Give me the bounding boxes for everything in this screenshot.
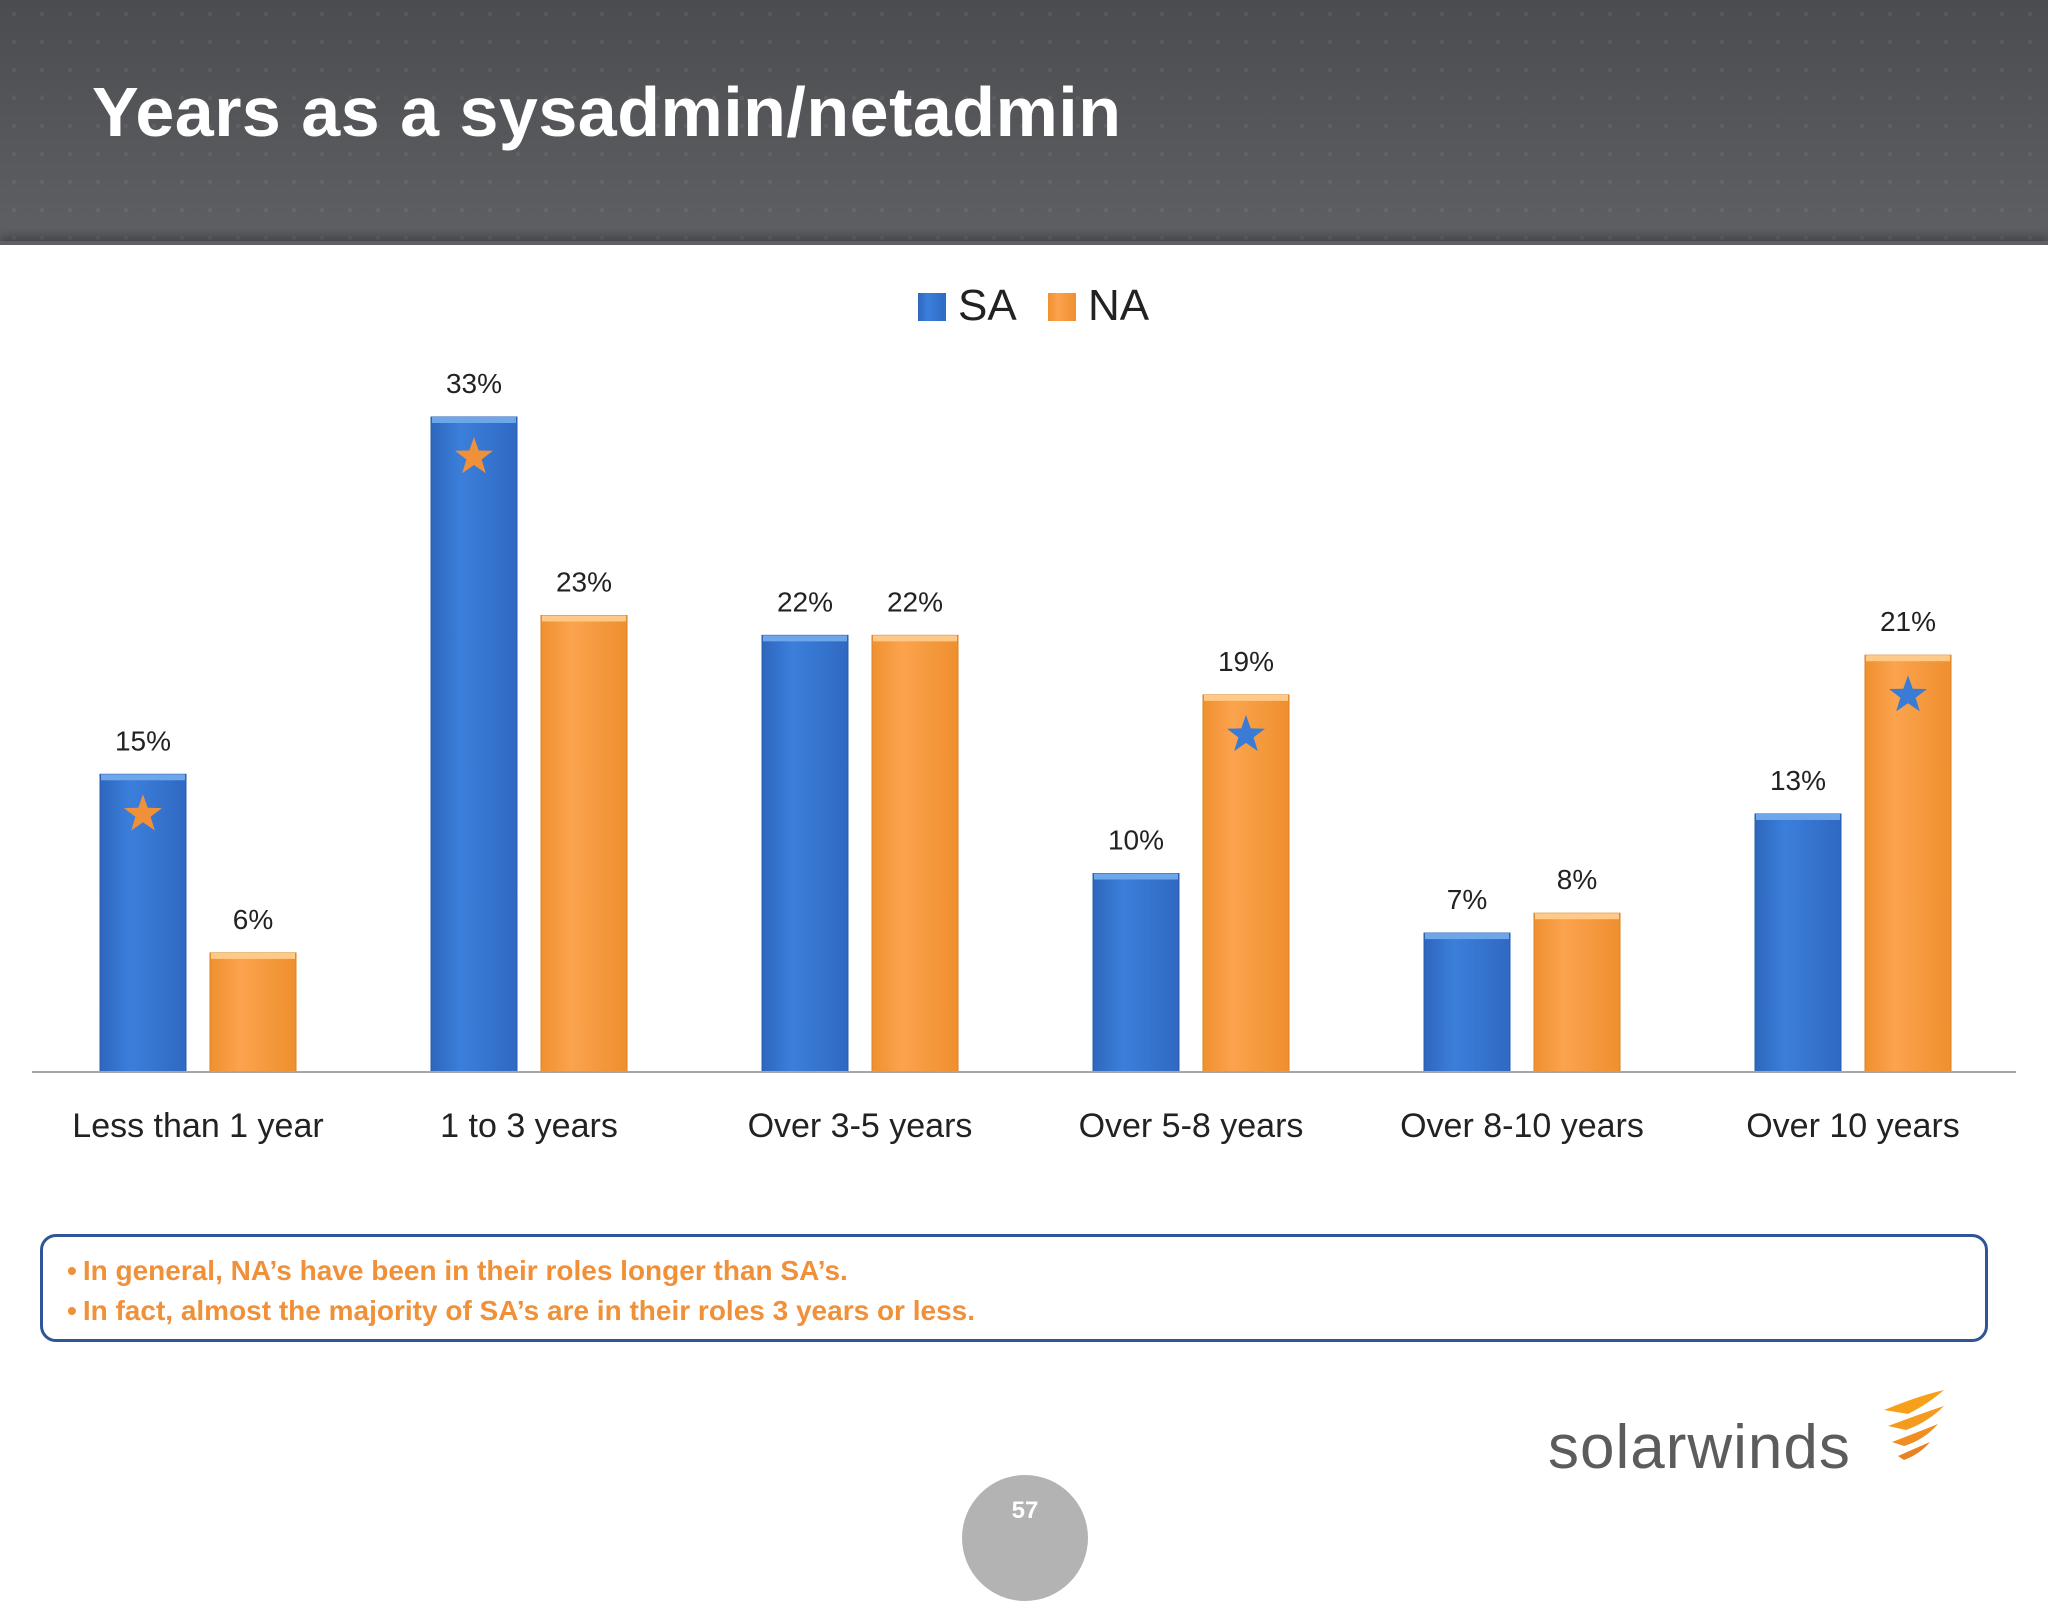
data-label-sa-less-than-1-year: 15% bbox=[115, 725, 171, 756]
category-label-over-3-5-years: Over 3-5 years bbox=[748, 1107, 973, 1145]
chart-legend: SA NA bbox=[918, 281, 1150, 330]
data-label-sa-over-5-8-years: 10% bbox=[1108, 825, 1164, 856]
note-text-2: In fact, almost the majority of SA’s are… bbox=[82, 1295, 975, 1326]
legend-swatch-na bbox=[1048, 293, 1076, 321]
solarwinds-flame-icon bbox=[1884, 1390, 1944, 1460]
bar-highlight-na-over-3-5-years bbox=[873, 635, 957, 642]
bar-highlight-sa-over-3-5-years bbox=[763, 635, 847, 642]
bar-highlight-na-less-than-1-year bbox=[211, 952, 295, 959]
data-label-sa-over-3-5-years: 22% bbox=[777, 586, 833, 617]
star-marker-na-over-5-8-years bbox=[1227, 714, 1265, 752]
category-label-less-than-1-year: Less than 1 year bbox=[72, 1107, 323, 1145]
bar-chart: SA NA 15% 6% 33% 23% 22% 22% 10% 19% 7% 8% 13% 21% L… bbox=[32, 281, 2016, 1145]
data-labels-group: 15% 6% 33% 23% 22% 22% 10% 19% 7% 8% 13% 21% bbox=[115, 368, 1936, 935]
category-labels-group: Less than 1 year 1 to 3 years Over 3-5 yea… bbox=[72, 1107, 1959, 1145]
star-marker-na-over-10-years bbox=[1889, 675, 1927, 712]
bar-highlight-sa-over-10-years bbox=[1756, 813, 1840, 820]
note-text-1: In general, NA’s have been in their role… bbox=[82, 1255, 848, 1286]
bar-highlight-sa-over-8-10-years bbox=[1425, 933, 1509, 940]
logo-text: solarwinds bbox=[1548, 1413, 1851, 1482]
star-marker-sa-less-than-1-year bbox=[124, 794, 162, 831]
bar-highlight-na-over-10-years bbox=[1866, 655, 1950, 662]
bar-na-over-3-5-years bbox=[871, 634, 959, 1073]
bar-na-over-8-10-years bbox=[1533, 912, 1621, 1073]
category-label-1-to-3-years: 1 to 3 years bbox=[440, 1107, 618, 1145]
bar-highlight-na-over-8-10-years bbox=[1535, 913, 1619, 920]
bar-highlight-na-1-to-3-years bbox=[542, 615, 626, 622]
note-line-1: • In general, NA’s have been in their rol… bbox=[67, 1255, 848, 1286]
category-label-over-5-8-years: Over 5-8 years bbox=[1079, 1107, 1304, 1145]
data-label-sa-over-10-years: 13% bbox=[1770, 765, 1826, 796]
bar-sa-over-10-years bbox=[1754, 813, 1842, 1073]
notes-box: • In general, NA’s have been in their rol… bbox=[40, 1234, 1988, 1342]
star-markers-group bbox=[124, 437, 1927, 831]
data-label-na-1-to-3-years: 23% bbox=[556, 566, 612, 597]
data-label-na-over-5-8-years: 19% bbox=[1218, 646, 1274, 677]
bars-group bbox=[99, 416, 1952, 1073]
category-label-over-10-years: Over 10 years bbox=[1746, 1107, 1960, 1145]
bar-sa-less-than-1-year bbox=[99, 773, 187, 1073]
bar-na-over-5-8-years bbox=[1202, 694, 1290, 1073]
bar-na-1-to-3-years bbox=[540, 614, 628, 1073]
data-label-sa-over-8-10-years: 7% bbox=[1447, 884, 1487, 915]
note-line-2: • In fact, almost the majority of SA’s ar… bbox=[67, 1295, 975, 1326]
bar-sa-over-5-8-years bbox=[1092, 873, 1180, 1073]
solarwinds-logo: solarwinds bbox=[1548, 1390, 1948, 1500]
page-number-badge: 57 bbox=[962, 1475, 1088, 1601]
bar-highlight-sa-1-to-3-years bbox=[432, 417, 516, 423]
bar-highlight-na-over-5-8-years bbox=[1204, 694, 1288, 701]
data-label-sa-1-to-3-years: 33% bbox=[446, 368, 502, 399]
bar-na-less-than-1-year bbox=[209, 952, 297, 1073]
bar-sa-over-8-10-years bbox=[1423, 932, 1511, 1073]
star-marker-sa-1-to-3-years bbox=[455, 437, 493, 474]
data-label-na-over-8-10-years: 8% bbox=[1557, 864, 1597, 895]
legend-label-sa: SA bbox=[958, 281, 1017, 330]
bar-highlight-sa-over-5-8-years bbox=[1094, 873, 1178, 880]
bar-sa-1-to-3-years bbox=[430, 416, 518, 1073]
data-label-na-less-than-1-year: 6% bbox=[233, 904, 273, 935]
page-number: 57 bbox=[1011, 1497, 1039, 1524]
legend-label-na: NA bbox=[1088, 281, 1150, 330]
title-banner: Years as a sysadmin/netadmin bbox=[0, 0, 2048, 245]
bar-na-over-10-years bbox=[1864, 654, 1952, 1073]
data-label-na-over-10-years: 21% bbox=[1880, 606, 1936, 637]
category-label-over-8-10-years: Over 8-10 years bbox=[1400, 1107, 1644, 1145]
legend-swatch-sa bbox=[918, 293, 946, 321]
bar-highlight-sa-less-than-1-year bbox=[101, 774, 185, 781]
page-title: Years as a sysadmin/netadmin bbox=[92, 73, 1122, 151]
data-label-na-over-3-5-years: 22% bbox=[887, 586, 943, 617]
bar-sa-over-3-5-years bbox=[761, 634, 849, 1073]
